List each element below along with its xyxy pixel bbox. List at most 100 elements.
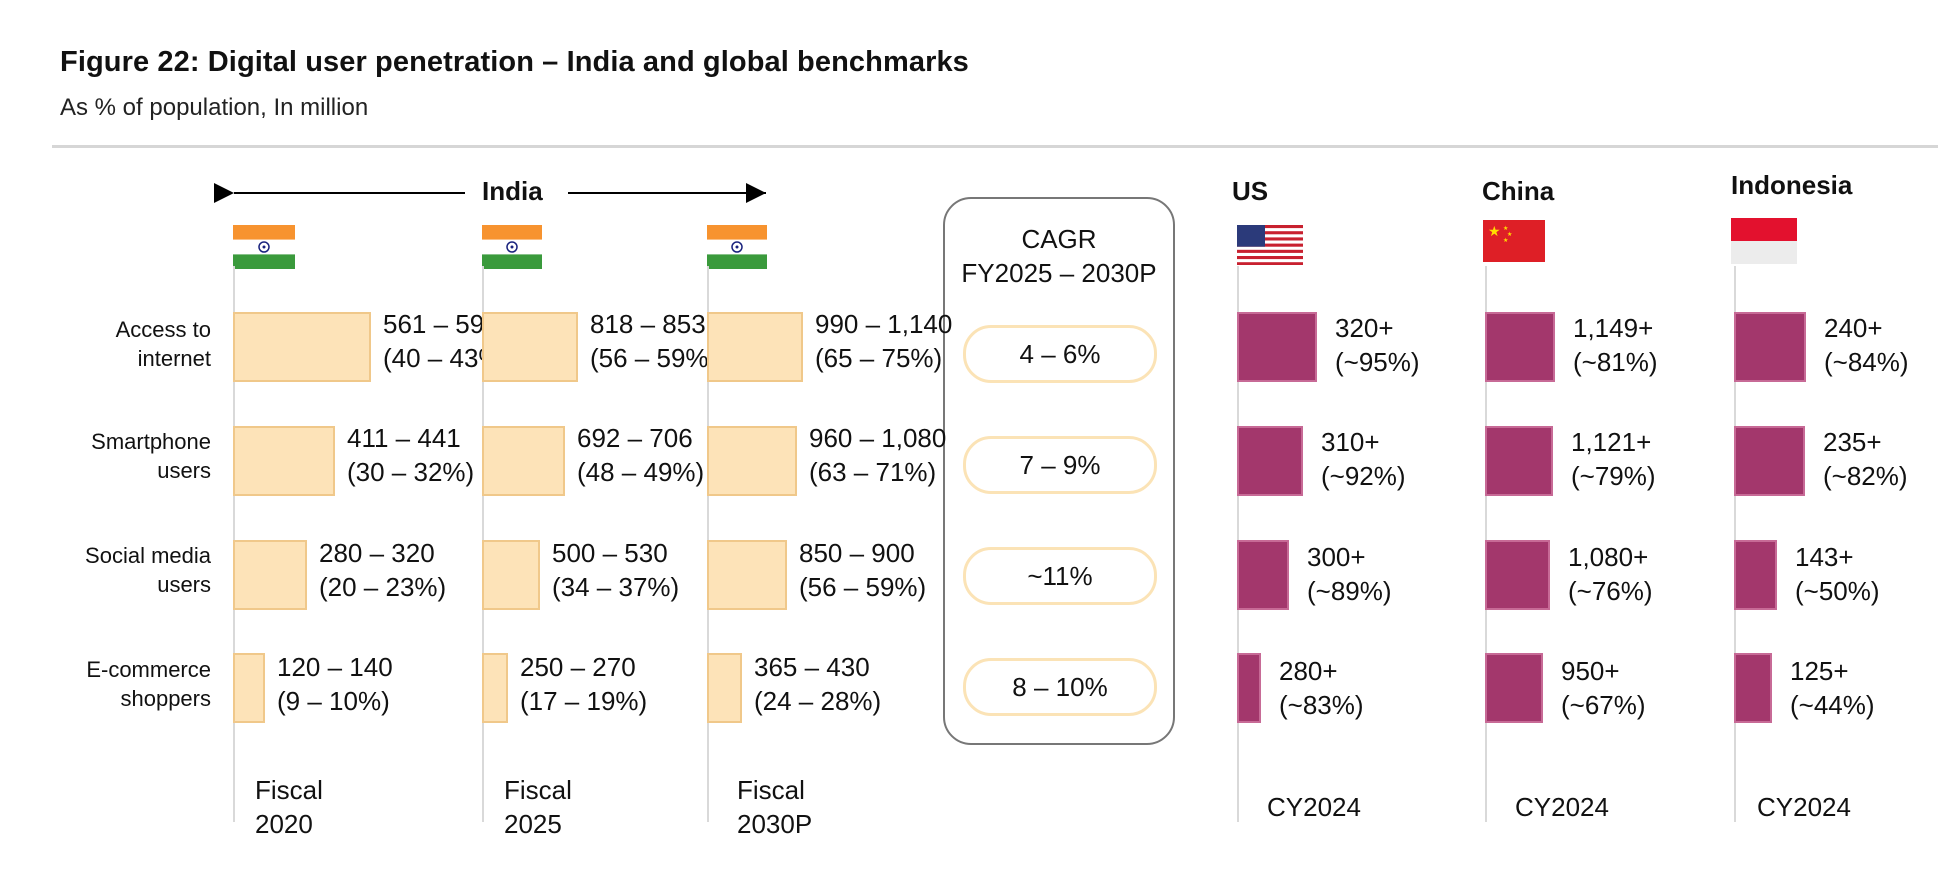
bar-data-label: 300+ (~89%) [1307,540,1392,608]
figure-subtitle: As % of population, In million [60,94,369,121]
bar-percent-label: (24 – 28%) [754,686,882,716]
bar [1734,653,1772,723]
bar-value-label: 120 – 140 [277,652,393,682]
bar-percent-label: (20 – 23%) [319,572,447,602]
bar-value-label: 240+ [1824,313,1883,343]
bar [707,653,742,723]
bar-percent-label: (~82%) [1823,461,1908,491]
bar-value-label: 280+ [1279,656,1338,686]
header-divider [52,145,1938,148]
bar-percent-label: (~76%) [1568,576,1653,606]
india-header: India [482,176,543,206]
bar-value-label: 280 – 320 [319,538,435,568]
bar [1734,312,1806,382]
bar-percent-label: (~67%) [1561,690,1646,720]
bar-percent-label: (~79%) [1571,461,1656,491]
bar-value-label: 250 – 270 [520,652,636,682]
bar-data-label: 950+ (~67%) [1561,654,1646,722]
bar-value-label: 561 – 591 [383,309,499,339]
bar-value-label: 411 – 441 [347,423,461,453]
bar-value-label: 125+ [1790,656,1849,686]
bar-percent-label: (~84%) [1824,347,1909,377]
bar-value-label: 818 – 853 [590,309,706,339]
bar-data-label: 235+ (~82%) [1823,425,1908,493]
bar-data-label: 411 – 441 (30 – 32%) [347,421,474,489]
bar [482,540,540,610]
bar [1734,540,1777,610]
row-label: Access to internet [115,317,211,371]
bar-data-label: 320+ (~95%) [1335,311,1420,379]
bar-data-label: 960 – 1,080 (63 – 71%) [809,421,946,489]
bar-value-label: 990 – 1,140 [815,309,953,339]
india-flag-icon [482,225,542,274]
bar-percent-label: (~50%) [1795,576,1880,606]
cagr-value-pill: 8 – 10% [963,658,1157,716]
bar-data-label: 365 – 430 (24 – 28%) [754,650,881,718]
bar-data-label: 250 – 270 (17 – 19%) [520,650,647,718]
bar-value-label: 500 – 530 [552,538,668,568]
figure-title: Figure 22: Digital user penetration – In… [60,46,969,78]
cagr-value-pill: ~11% [963,547,1157,605]
bar-data-label: 143+ (~50%) [1795,540,1880,608]
bar-data-label: 500 – 530 (34 – 37%) [552,536,679,604]
bar-percent-label: (9 – 10%) [277,686,390,716]
bar-data-label: 990 – 1,140 (65 – 75%) [815,307,952,375]
bar-value-label: 850 – 900 [799,538,915,568]
bar [482,426,565,496]
bar-percent-label: (17 – 19%) [520,686,648,716]
period-label: CY2024 [1757,792,1851,822]
india-flag-icon [233,225,295,274]
china-flag-icon: ★ ★ ★ ★ [1483,220,1545,267]
bar-percent-label: (56 – 59%) [799,572,927,602]
bar [1237,540,1289,610]
cagr-title: CAGR FY2025 – 2030P [961,224,1157,288]
bar-value-label: 365 – 430 [754,652,870,682]
bar-value-label: 143+ [1795,542,1854,572]
bar-data-label: 310+ (~92%) [1321,425,1406,493]
bar-value-label: 310+ [1321,427,1380,457]
bar [707,426,797,496]
bar-data-label: 692 – 706 (48 – 49%) [577,421,704,489]
bar-data-label: 1,149+ (~81%) [1573,311,1658,379]
bar [233,653,265,723]
bar [1485,426,1553,496]
bar-value-label: 1,149+ [1573,313,1654,343]
indonesia-header: Indonesia [1731,170,1853,200]
period-label: Fiscal 2025 [504,775,572,839]
bar-percent-label: (63 – 71%) [809,457,937,487]
bar-data-label: 120 – 140 (9 – 10%) [277,650,393,718]
bar [233,312,371,382]
bar [233,426,335,496]
row-label: E-commerce shoppers [86,657,211,711]
india-flag-icon [707,225,767,274]
period-label: Fiscal 2030P [737,775,813,839]
cagr-value-pill: 7 – 9% [963,436,1157,494]
bar-data-label: 818 – 853 (56 – 59%) [590,307,717,375]
bar-data-label: 125+ (~44%) [1790,654,1875,722]
bar-percent-label: (~83%) [1279,690,1364,720]
bar [1485,540,1550,610]
bar-value-label: 692 – 706 [577,423,693,453]
row-label: Smartphone users [91,429,211,483]
bar-percent-label: (48 – 49%) [577,457,705,487]
bar-percent-label: (~89%) [1307,576,1392,606]
row-label: Social media users [85,543,211,597]
bar [1237,426,1303,496]
bar-percent-label: (~92%) [1321,461,1406,491]
bar-value-label: 300+ [1307,542,1366,572]
bar-value-label: 320+ [1335,313,1394,343]
svg-text:★: ★ [1488,224,1501,240]
bar [1237,653,1261,723]
bar-percent-label: (34 – 37%) [552,572,680,602]
bar-value-label: 1,121+ [1571,427,1652,457]
bar-data-label: 280+ (~83%) [1279,654,1364,722]
us-header: US [1232,176,1269,206]
bar-percent-label: (~81%) [1573,347,1658,377]
period-label: CY2024 [1515,792,1609,822]
bar [233,540,307,610]
bar-data-label: 280 – 320 (20 – 23%) [319,536,446,604]
bar-data-label: 240+ (~84%) [1824,311,1909,379]
bar [482,653,508,723]
indonesia-flag-icon [1731,218,1797,269]
